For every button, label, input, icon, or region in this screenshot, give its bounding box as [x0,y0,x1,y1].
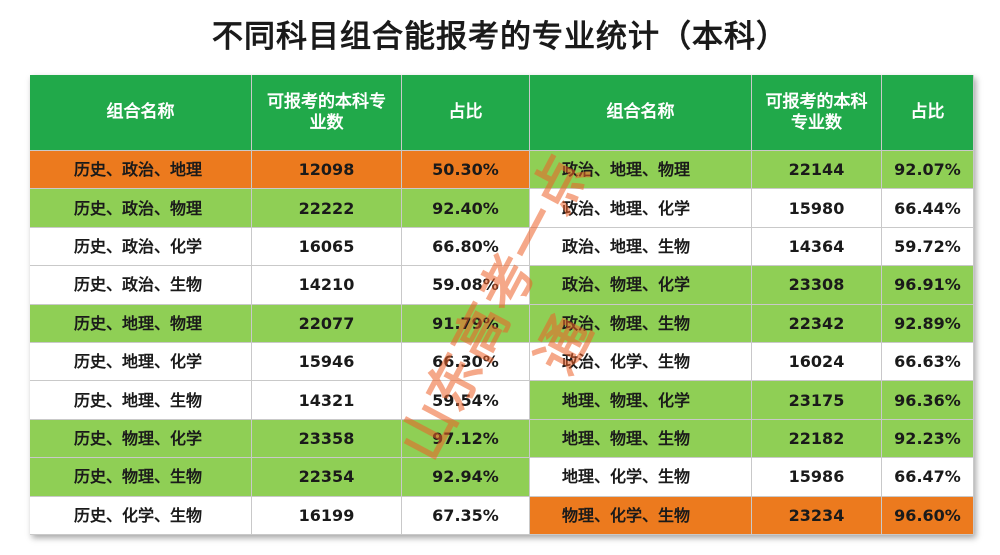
ratio-cell: 97.12% [402,419,530,459]
ratio-cell: 96.60% [882,496,974,535]
combo-cell: 地理、物理、化学 [530,381,752,420]
page-title: 不同科目组合能报考的专业统计（本科） [212,19,788,55]
ratio-cell: 92.07% [882,151,974,190]
combo-cell: 历史、政治、化学 [30,227,252,267]
count-cell: 16065 [252,227,402,267]
count-cell: 22222 [252,189,402,228]
header-count-left: 可报考的本科专业数 [252,75,402,151]
ratio-cell: 96.36% [882,381,974,420]
ratio-cell: 59.72% [882,227,974,267]
ratio-cell: 92.94% [402,458,530,497]
header-ratio-right: 占比 [882,75,974,151]
combo-cell: 历史、物理、生物 [30,458,252,497]
ratio-cell: 50.30% [402,151,530,190]
combo-cell: 政治、物理、化学 [530,266,752,305]
ratio-cell: 66.80% [402,227,530,267]
ratio-cell: 66.30% [402,342,530,382]
count-cell: 23175 [752,381,882,420]
header-ratio-left: 占比 [402,75,530,151]
combo-cell: 物理、化学、生物 [530,496,752,535]
count-cell: 23358 [252,419,402,459]
combo-cell: 历史、政治、生物 [30,266,252,305]
combo-cell: 政治、地理、化学 [530,189,752,228]
count-cell: 16024 [752,342,882,382]
count-cell: 16199 [252,496,402,535]
count-cell: 23308 [752,266,882,305]
combo-cell: 历史、地理、化学 [30,342,252,382]
count-cell: 22077 [252,304,402,343]
count-cell: 15986 [752,458,882,497]
ratio-cell: 66.47% [882,458,974,497]
count-cell: 14364 [752,227,882,267]
count-cell: 15946 [252,342,402,382]
statistics-table: 组合名称 可报考的本科专业数 占比 组合名称 可报考的本科专业数 占比 历史、政… [30,75,974,535]
count-cell: 22182 [752,419,882,459]
combo-cell: 历史、物理、化学 [30,419,252,459]
ratio-cell: 59.54% [402,381,530,420]
ratio-cell: 91.79% [402,304,530,343]
combo-cell: 政治、物理、生物 [530,304,752,343]
header-combo-right: 组合名称 [530,75,752,151]
count-cell: 23234 [752,496,882,535]
ratio-cell: 92.23% [882,419,974,459]
ratio-cell: 96.91% [882,266,974,305]
combo-cell: 地理、化学、生物 [530,458,752,497]
header-count-right: 可报考的本科专业数 [752,75,882,151]
combo-cell: 历史、政治、地理 [30,151,252,190]
combo-cell: 历史、地理、生物 [30,381,252,420]
count-cell: 22342 [752,304,882,343]
count-cell: 12098 [252,151,402,190]
ratio-cell: 92.40% [402,189,530,228]
count-cell: 15980 [752,189,882,228]
ratio-cell: 67.35% [402,496,530,535]
ratio-cell: 59.08% [402,266,530,305]
combo-cell: 历史、化学、生物 [30,496,252,535]
combo-cell: 政治、化学、生物 [530,342,752,382]
ratio-cell: 92.89% [882,304,974,343]
combo-cell: 政治、地理、生物 [530,227,752,267]
combo-cell: 政治、地理、物理 [530,151,752,190]
header-combo-left: 组合名称 [30,75,252,151]
ratio-cell: 66.63% [882,342,974,382]
count-cell: 14321 [252,381,402,420]
count-cell: 22354 [252,458,402,497]
ratio-cell: 66.44% [882,189,974,228]
table-grid: 组合名称 可报考的本科专业数 占比 组合名称 可报考的本科专业数 占比 历史、政… [30,75,974,535]
combo-cell: 地理、物理、生物 [530,419,752,459]
count-cell: 22144 [752,151,882,190]
combo-cell: 历史、地理、物理 [30,304,252,343]
count-cell: 14210 [252,266,402,305]
combo-cell: 历史、政治、物理 [30,189,252,228]
